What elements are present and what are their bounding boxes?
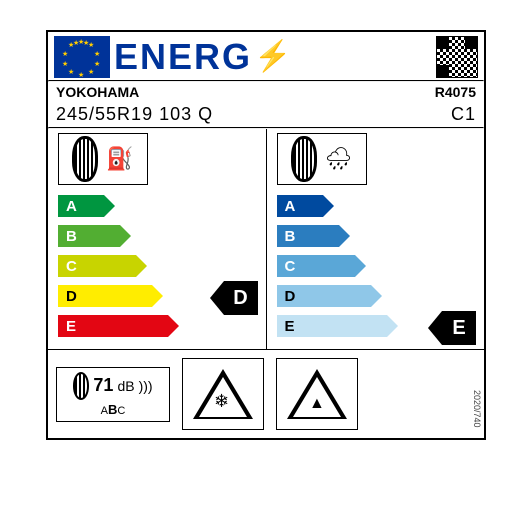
fuel-rating-chip: D bbox=[224, 281, 258, 315]
scale-arrow: C bbox=[277, 255, 355, 277]
noise-class-selected: B bbox=[108, 402, 117, 417]
label-header: ★ ★ ★ ★ ★ ★ ★ ★ ★ ★ ★ ★ ENERG ⚡ bbox=[48, 32, 484, 80]
scale-arrow: D bbox=[277, 285, 371, 307]
scale-arrow: A bbox=[58, 195, 104, 217]
sound-wave-icon: ))) bbox=[139, 378, 153, 394]
size-row: 245/55R19 103 Q C1 bbox=[48, 102, 484, 127]
eu-tyre-label: ★ ★ ★ ★ ★ ★ ★ ★ ★ ★ ★ ★ ENERG ⚡ YOKOHAMA… bbox=[46, 30, 486, 440]
fuel-rating-value: D bbox=[233, 287, 247, 310]
rain-cloud-icon: 🌧 bbox=[325, 146, 353, 172]
model-code: R4075 bbox=[435, 84, 476, 100]
supplier-row: YOKOHAMA R4075 bbox=[48, 82, 484, 102]
fuel-scale: A B C D E bbox=[58, 191, 262, 341]
brand-name: YOKOHAMA bbox=[56, 84, 139, 100]
noise-value: 71 bbox=[93, 375, 113, 396]
noise-class-a: A bbox=[101, 405, 108, 417]
fuel-efficiency-icon-box: ⛽ bbox=[58, 133, 148, 185]
wet-rating-chip: E bbox=[442, 311, 476, 345]
snow-grip-icon bbox=[182, 358, 264, 430]
scale-arrow: E bbox=[58, 315, 168, 337]
bottom-section: 71 dB ))) ABC bbox=[48, 349, 484, 430]
energy-title-text: ENERG bbox=[114, 39, 252, 75]
regulation-number: 2020/740 bbox=[472, 390, 482, 428]
tyre-class: C1 bbox=[451, 104, 476, 125]
wet-grip-panel: 🌧 A B C D E E bbox=[267, 129, 485, 349]
scale-arrow: A bbox=[277, 195, 323, 217]
tyre-icon bbox=[73, 372, 89, 400]
tyre-icon bbox=[72, 136, 98, 182]
scale-arrow: E bbox=[277, 315, 387, 337]
scale-arrow: D bbox=[58, 285, 152, 307]
wet-grip-icon-box: 🌧 bbox=[277, 133, 367, 185]
rating-panels: ⛽ A B C D E D 🌧 A B C D bbox=[48, 129, 484, 349]
energy-title: ENERG ⚡ bbox=[114, 39, 432, 75]
qr-code-icon[interactable] bbox=[436, 36, 478, 78]
noise-class-row: ABC bbox=[63, 402, 163, 417]
scale-arrow: B bbox=[277, 225, 339, 247]
noise-reading: 71 dB ))) bbox=[63, 372, 163, 400]
fuel-efficiency-panel: ⛽ A B C D E D bbox=[48, 129, 267, 349]
tyre-size: 245/55R19 103 Q bbox=[56, 104, 213, 125]
wet-rating-value: E bbox=[452, 317, 465, 340]
bolt-icon: ⚡ bbox=[254, 42, 293, 72]
scale-arrow: C bbox=[58, 255, 136, 277]
noise-box: 71 dB ))) ABC bbox=[56, 367, 170, 422]
scale-arrow: B bbox=[58, 225, 120, 247]
noise-class-c: C bbox=[117, 405, 125, 417]
eu-flag-icon: ★ ★ ★ ★ ★ ★ ★ ★ ★ ★ ★ ★ bbox=[54, 36, 110, 78]
noise-unit: dB bbox=[117, 378, 134, 394]
tyre-icon bbox=[291, 136, 317, 182]
fuel-pump-icon: ⛽ bbox=[106, 146, 133, 172]
ice-grip-icon bbox=[276, 358, 358, 430]
